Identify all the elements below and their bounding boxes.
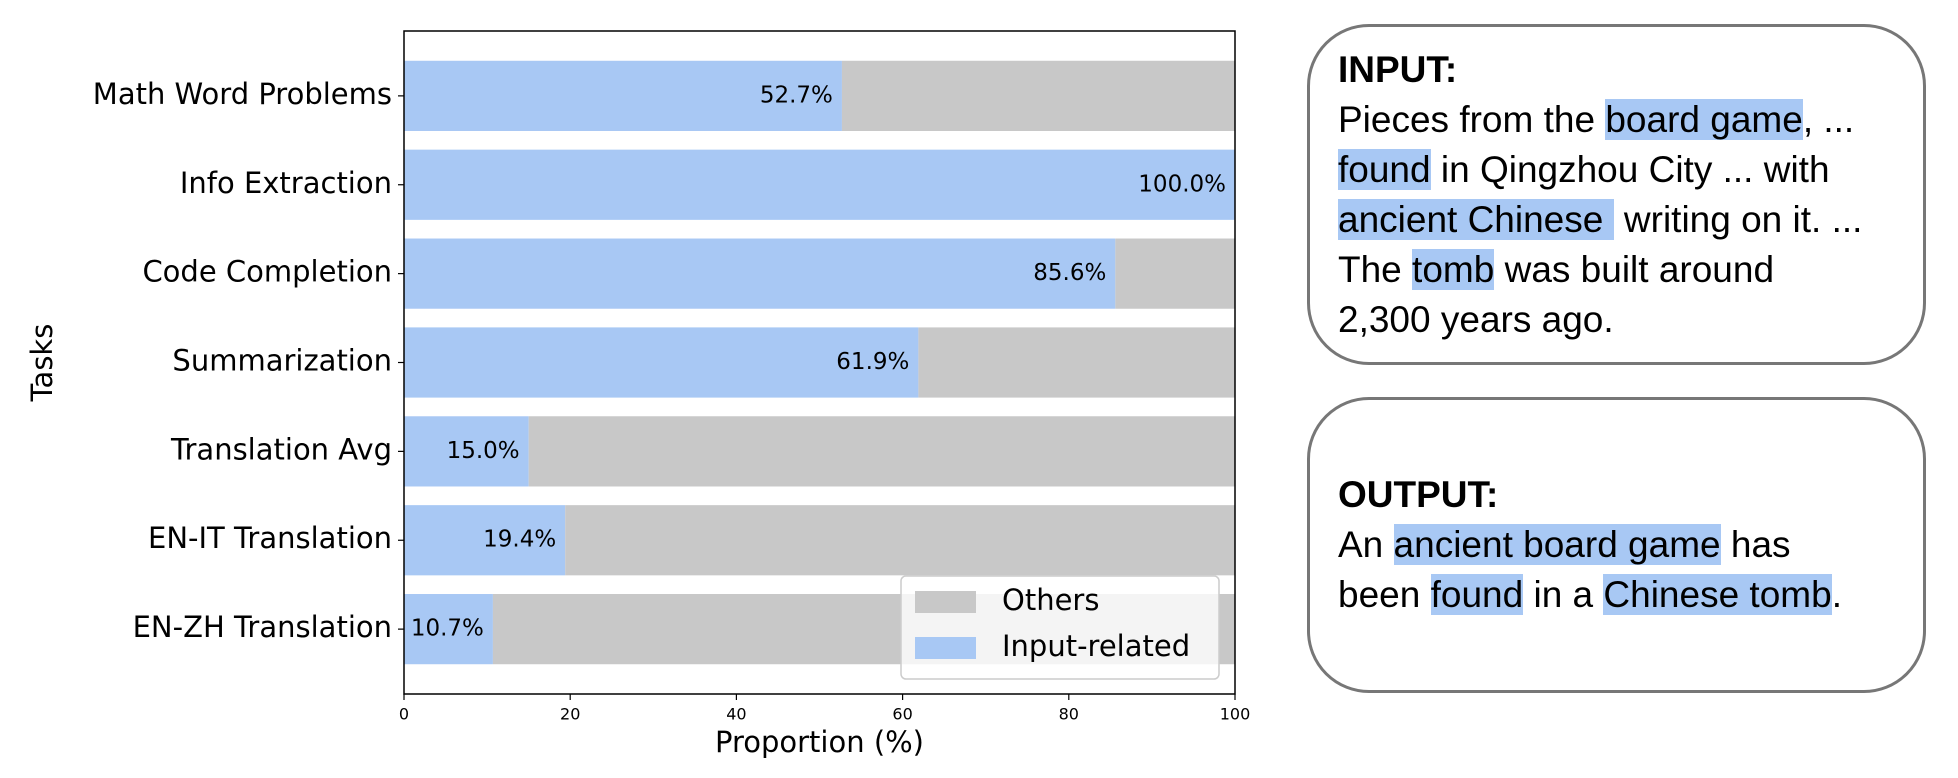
legend-label: Input-related — [1002, 629, 1190, 663]
y-tick-label: Code Completion — [142, 255, 392, 289]
highlighted-text: tomb — [1412, 249, 1495, 290]
x-tick-label: 20 — [560, 705, 580, 724]
value-label: 61.9% — [836, 349, 909, 375]
panel-title: INPUT: — [1338, 49, 1458, 90]
text-segment: been — [1338, 574, 1431, 615]
y-tick-label: EN-IT Translation — [148, 521, 392, 555]
text-line: found in Qingzhou City ... with — [1338, 145, 1862, 195]
y-axis-label: Tasks — [25, 324, 59, 403]
highlighted-text: Chinese tomb — [1603, 574, 1832, 615]
highlighted-text: ancient board game — [1393, 524, 1721, 565]
bar-segment — [404, 149, 1235, 220]
legend-frame — [900, 575, 1220, 680]
text-line: been found in a Chinese tomb. — [1338, 570, 1842, 620]
highlighted-text: ancient Chinese — [1338, 199, 1614, 240]
text-segment: 2,300 years ago. — [1338, 299, 1614, 340]
bar-segment — [404, 238, 1116, 309]
text-line: ancient Chinese writing on it. ... — [1338, 195, 1862, 245]
legend-swatch — [915, 637, 976, 659]
text-segment: An — [1338, 524, 1394, 565]
highlighted-text: board game — [1605, 99, 1803, 140]
text-segment: . — [1831, 574, 1842, 615]
output-panel — [1307, 397, 1926, 693]
text-segment: was built around — [1494, 249, 1775, 290]
text-segment: has — [1720, 524, 1791, 565]
legend-label: Others — [1002, 583, 1099, 617]
y-tick-label: Math Word Problems — [93, 77, 392, 111]
x-tick-label: 80 — [1059, 705, 1079, 724]
x-tick-label: 40 — [726, 705, 746, 724]
y-tick-label: Info Extraction — [180, 166, 392, 200]
value-label: 15.0% — [447, 438, 520, 464]
input-text: INPUT: Pieces from the board game, ... fou… — [1338, 45, 1862, 345]
output-text: OUTPUT: An ancient board game has been fou… — [1338, 470, 1842, 620]
panel-title: OUTPUT: — [1338, 474, 1499, 515]
bar-segment — [404, 505, 566, 576]
bar-segment — [1115, 238, 1235, 309]
text-line: 2,300 years ago. — [1338, 295, 1862, 345]
y-tick-label: Summarization — [172, 344, 392, 378]
x-axis-label: Proportion (%) — [715, 725, 924, 759]
text-segment: writing on it. ... — [1613, 199, 1863, 240]
text-segment: The — [1338, 249, 1413, 290]
highlighted-text: found — [1430, 574, 1524, 615]
y-tick-label: EN-ZH Translation — [133, 610, 392, 644]
legend: Others Input-related — [900, 575, 1220, 680]
bar-segment — [918, 327, 1235, 398]
legend-swatch — [915, 591, 976, 613]
text-segment: Pieces from the — [1338, 99, 1606, 140]
bar-segment — [404, 594, 493, 665]
bar-segment — [528, 416, 1235, 487]
value-label: 19.4% — [483, 527, 556, 553]
bar-segment — [404, 327, 919, 398]
value-label: 100.0% — [1138, 171, 1226, 197]
x-tick-label: 0 — [399, 705, 409, 724]
bar-segment — [841, 60, 1235, 131]
text-line: The tomb was built around — [1338, 245, 1862, 295]
value-label: 52.7% — [760, 82, 833, 108]
bar-segment — [404, 60, 842, 131]
text-segment: in a — [1523, 574, 1604, 615]
value-label: 85.6% — [1033, 260, 1106, 286]
y-tick-label: Translation Avg — [170, 432, 392, 466]
x-tick-label: 60 — [892, 705, 912, 724]
highlighted-text: found — [1338, 149, 1431, 190]
plot-frame — [403, 30, 1236, 695]
text-segment: , ... — [1802, 99, 1855, 140]
bar-segment — [404, 416, 529, 487]
input-panel — [1307, 24, 1926, 365]
x-tick-label: 100 — [1220, 705, 1251, 724]
text-line: Pieces from the board game, ... — [1338, 95, 1862, 145]
text-segment: in Qingzhou City ... with — [1430, 149, 1830, 190]
value-label: 10.7% — [411, 616, 484, 642]
text-line: An ancient board game has — [1338, 520, 1842, 570]
bar-segment — [565, 505, 1235, 576]
